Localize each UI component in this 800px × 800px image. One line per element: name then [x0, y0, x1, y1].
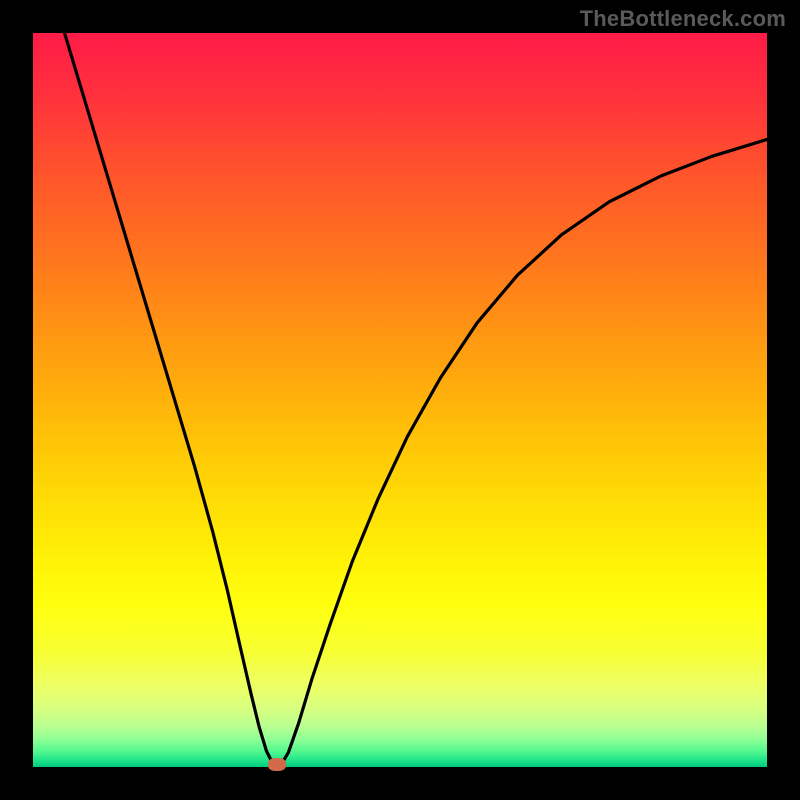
curve-overlay	[33, 33, 767, 767]
plot-area	[33, 33, 767, 767]
minimum-marker	[268, 758, 286, 771]
watermark-text: TheBottleneck.com	[580, 6, 786, 32]
chart-container: TheBottleneck.com	[0, 0, 800, 800]
bottleneck-curve	[65, 33, 767, 767]
